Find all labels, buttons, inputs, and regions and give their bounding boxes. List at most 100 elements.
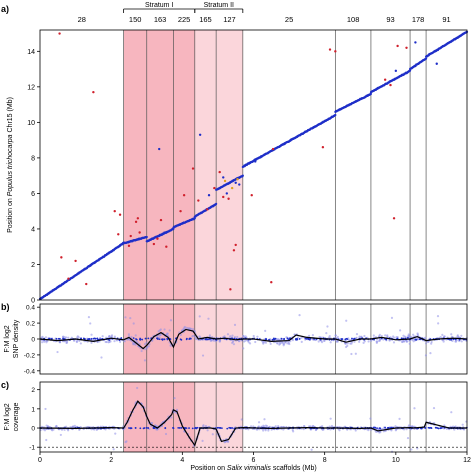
data-point [101, 335, 104, 338]
data-point [50, 337, 53, 340]
data-point [278, 343, 281, 346]
data-point [219, 426, 222, 429]
data-point [179, 209, 182, 213]
scaffold-label: 91 [442, 15, 450, 24]
data-point [408, 424, 411, 427]
data-point [340, 338, 343, 341]
data-point [300, 340, 303, 343]
data-point [229, 427, 232, 429]
data-point [306, 338, 308, 340]
data-point [296, 338, 299, 341]
data-point [232, 249, 236, 252]
data-point [427, 426, 430, 429]
data-point [128, 427, 130, 429]
data-point [196, 426, 199, 429]
data-point [44, 407, 47, 411]
data-point [172, 427, 175, 430]
data-point [191, 167, 195, 170]
data-point [179, 333, 182, 336]
scaffold-label: 108 [347, 15, 360, 24]
data-point [372, 426, 375, 429]
data-point [354, 429, 357, 432]
data-point [139, 338, 141, 341]
data-point [270, 428, 273, 431]
data-point [95, 428, 98, 431]
data-point [254, 160, 257, 163]
data-point [127, 244, 131, 248]
y-axis-label: Position on Populus trichocarpa Chr15 (M… [7, 97, 14, 233]
data-point [329, 417, 332, 420]
y-tick-label: 10 [27, 120, 35, 127]
data-point [402, 334, 405, 337]
panel-label: c) [1, 380, 9, 390]
data-point [207, 193, 211, 197]
data-point [267, 429, 270, 432]
data-point [413, 407, 416, 410]
x-tick-label: 2 [109, 457, 113, 464]
data-point [310, 448, 313, 451]
data-point [430, 342, 433, 345]
data-point [325, 331, 328, 335]
data-point [193, 217, 196, 220]
data-point [63, 428, 66, 431]
y-axis-label: coverage [13, 402, 20, 431]
data-point [182, 193, 186, 197]
data-point [450, 411, 453, 414]
data-point [180, 427, 183, 429]
data-point [206, 429, 209, 432]
data-point [232, 343, 236, 346]
data-point [353, 340, 356, 343]
data-point [72, 339, 76, 342]
data-point [231, 340, 235, 343]
data-point [143, 348, 147, 351]
data-point [134, 343, 137, 346]
data-point [78, 339, 81, 343]
data-point [105, 340, 108, 344]
data-point [158, 147, 161, 151]
scaffold-label: 165 [199, 15, 212, 24]
data-point [392, 341, 396, 344]
data-point [410, 448, 413, 451]
data-point [73, 424, 77, 427]
data-point [450, 333, 453, 336]
data-point [346, 344, 349, 347]
data-point [88, 338, 91, 341]
data-point [45, 438, 48, 442]
data-point [113, 209, 116, 213]
data-point [352, 338, 355, 341]
data-point [399, 329, 402, 332]
data-point [243, 340, 246, 343]
data-point [334, 113, 337, 117]
data-point [180, 338, 183, 341]
data-point [108, 335, 111, 338]
data-point [127, 335, 131, 338]
y-axis-label: F:M log2 [4, 403, 11, 430]
data-point [163, 338, 166, 341]
data-point [43, 429, 47, 432]
data-point [208, 334, 212, 337]
data-point [437, 427, 440, 430]
data-point [90, 341, 93, 344]
data-point [460, 340, 463, 343]
data-point [383, 78, 387, 81]
data-point [424, 57, 428, 60]
data-point [136, 217, 140, 220]
y-tick-label: 0 [31, 298, 35, 305]
y-tick-label: 8 [31, 155, 35, 162]
data-point [207, 317, 210, 320]
data-point [55, 425, 58, 428]
data-point [118, 340, 122, 343]
data-point [429, 426, 432, 429]
data-point [241, 174, 244, 177]
scaffold-label: 178 [412, 15, 425, 24]
data-point [57, 337, 60, 340]
panel-a-frame [39, 29, 468, 301]
data-point [406, 436, 410, 440]
data-point [284, 340, 287, 344]
x-tick-label: 12 [463, 457, 471, 464]
data-point [388, 339, 391, 342]
data-point [263, 418, 266, 421]
data-point [292, 430, 295, 433]
data-point [269, 342, 272, 346]
data-point [374, 426, 377, 429]
